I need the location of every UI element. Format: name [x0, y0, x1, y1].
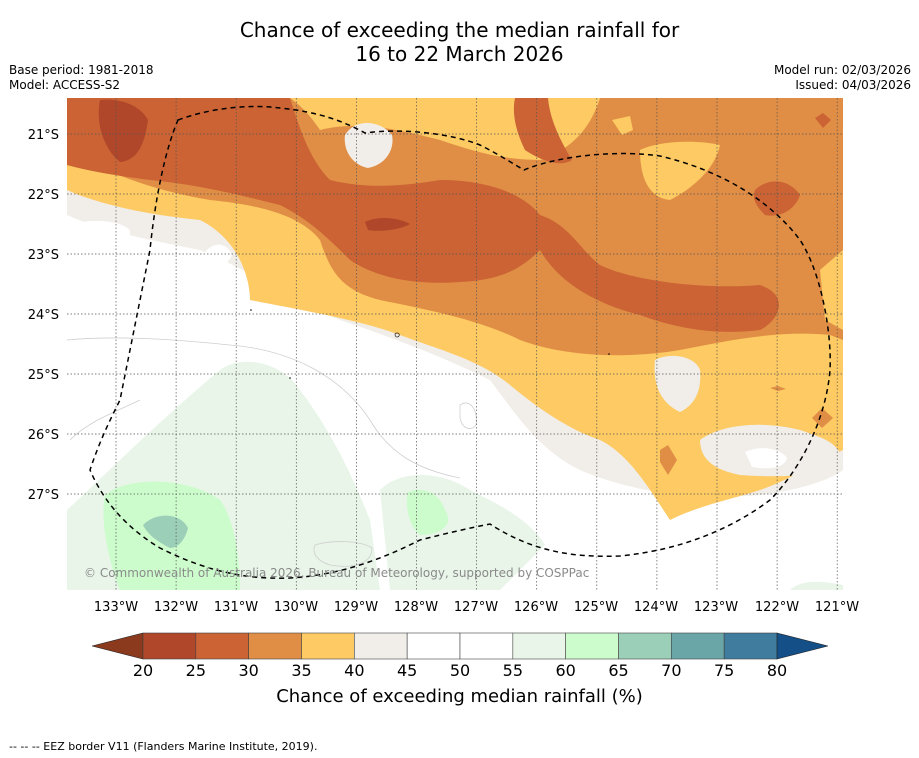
title-line-1: Chance of exceeding the median rainfall … [239, 18, 680, 42]
model-name: Model: ACCESS-S2 [9, 78, 121, 92]
pocket-25-30-a [513, 98, 572, 164]
lon-label: 123°W [694, 600, 738, 615]
colorbar-cell [142, 632, 197, 660]
colorbar-tick-label: 30 [238, 661, 258, 680]
lon-label: 125°W [574, 600, 618, 615]
island-c [289, 377, 291, 379]
region-60-65-center [406, 489, 449, 535]
lon-label: 132°W [154, 600, 198, 615]
colorbar-cell [618, 632, 672, 660]
region-20-25-b [365, 217, 410, 231]
copyright-notice: © Commonwealth of Australia 2026, Bureau… [84, 566, 590, 580]
colorbar-extend-low [91, 632, 144, 660]
colorbar-tick-label: 45 [397, 661, 417, 680]
pocket-25-30-b [753, 181, 800, 216]
lon-label: 130°W [274, 600, 318, 615]
colorbar-cell [459, 632, 514, 660]
island-b [250, 309, 252, 311]
colorbar: 20 25 30 35 40 45 50 55 60 65 70 75 80 [91, 632, 829, 680]
region-20-25-a [98, 99, 148, 162]
lat-label: 25°S [28, 368, 59, 383]
colorbar-cell [723, 632, 778, 660]
base-period: Base period: 1981-2018 [9, 63, 154, 77]
colorbar-tick-labels: 20 25 30 35 40 45 50 55 60 65 70 75 80 [133, 661, 787, 680]
lon-label: 122°W [755, 600, 799, 615]
pocket-30-35-b [812, 408, 833, 428]
lon-label: 129°W [334, 600, 378, 615]
colorbar-title: Chance of exceeding median rainfall (%) [276, 686, 643, 707]
colorbar-cell [195, 632, 249, 660]
pocket-30-35-a [660, 445, 677, 475]
island-a [394, 332, 400, 338]
colorbar-cell [354, 632, 408, 660]
colorbar-tick-label: 60 [555, 661, 575, 680]
colorbar-tick-label: 50 [450, 661, 470, 680]
colorbar-cell [248, 632, 302, 660]
map-title: Chance of exceeding the median rainfall … [0, 18, 919, 66]
meta-left: Base period: 1981-2018 Model: ACCESS-S2 [9, 63, 154, 93]
latitude-labels: 21°S 22°S 23°S 24°S 25°S 26°S 27°S [28, 128, 59, 503]
lon-label: 121°W [815, 600, 859, 615]
eez-border [89, 105, 831, 579]
colorbar-cell [671, 632, 725, 660]
lon-label: 128°W [394, 600, 438, 615]
title-line-2: 16 to 22 March 2026 [355, 42, 564, 66]
colorbar-tick-label: 65 [608, 661, 628, 680]
pocket-white-b [205, 244, 232, 267]
meta-right: Model run: 02/03/2026 Issued: 04/03/2026 [774, 63, 911, 93]
lon-label: 133°W [94, 600, 138, 615]
colorbar-tick-label: 75 [714, 661, 734, 680]
colorbar-tick-label: 80 [767, 661, 787, 680]
map-plot-area [67, 98, 843, 590]
lat-label: 22°S [28, 188, 59, 203]
lon-label: 127°W [454, 600, 498, 615]
eez-legend-note: -- -- -- EEZ border V11 (Flanders Marine… [9, 740, 318, 753]
colorbar-extend-high [776, 632, 829, 660]
pocket-white-c [67, 220, 130, 262]
region-65-70 [143, 515, 188, 548]
lat-label: 26°S [28, 428, 59, 443]
lat-label: 23°S [28, 248, 59, 263]
longitude-labels: 133°W 132°W 131°W 130°W 129°W 128°W 127°… [94, 600, 859, 615]
lon-label: 126°W [514, 600, 558, 615]
lon-label: 131°W [214, 600, 258, 615]
pocket-white-a [745, 448, 787, 469]
issued-date: Issued: 04/03/2026 [795, 78, 911, 92]
lat-label: 24°S [28, 308, 59, 323]
colorbar-tick-label: 40 [344, 661, 364, 680]
lat-label: 27°S [28, 488, 59, 503]
colorbar-tick-label: 55 [503, 661, 523, 680]
colorbar-cell [406, 632, 461, 660]
colorbar-tick-label: 70 [661, 661, 681, 680]
model-run: Model run: 02/03/2026 [773, 63, 911, 77]
lat-label: 21°S [28, 128, 59, 143]
colorbar-tick-label: 20 [133, 661, 153, 680]
colorbar-cell [512, 632, 566, 660]
region-55-60-east [790, 581, 843, 590]
colorbar-cell [301, 632, 355, 660]
pocket-35-40-b [612, 116, 633, 135]
colorbar-cells [142, 632, 778, 660]
pocket-40-45-b [654, 355, 701, 412]
colorbar-tick-label: 25 [186, 661, 206, 680]
pocket-25-30-c [815, 113, 831, 128]
contour-lines [67, 337, 477, 567]
colorbar-cell [565, 632, 619, 660]
lon-label: 124°W [634, 600, 678, 615]
region-25-30 [67, 98, 779, 332]
island-d [608, 353, 610, 355]
grid-lines [67, 98, 843, 590]
pocket-30-35-c [770, 386, 786, 391]
colorbar-tick-label: 35 [291, 661, 311, 680]
